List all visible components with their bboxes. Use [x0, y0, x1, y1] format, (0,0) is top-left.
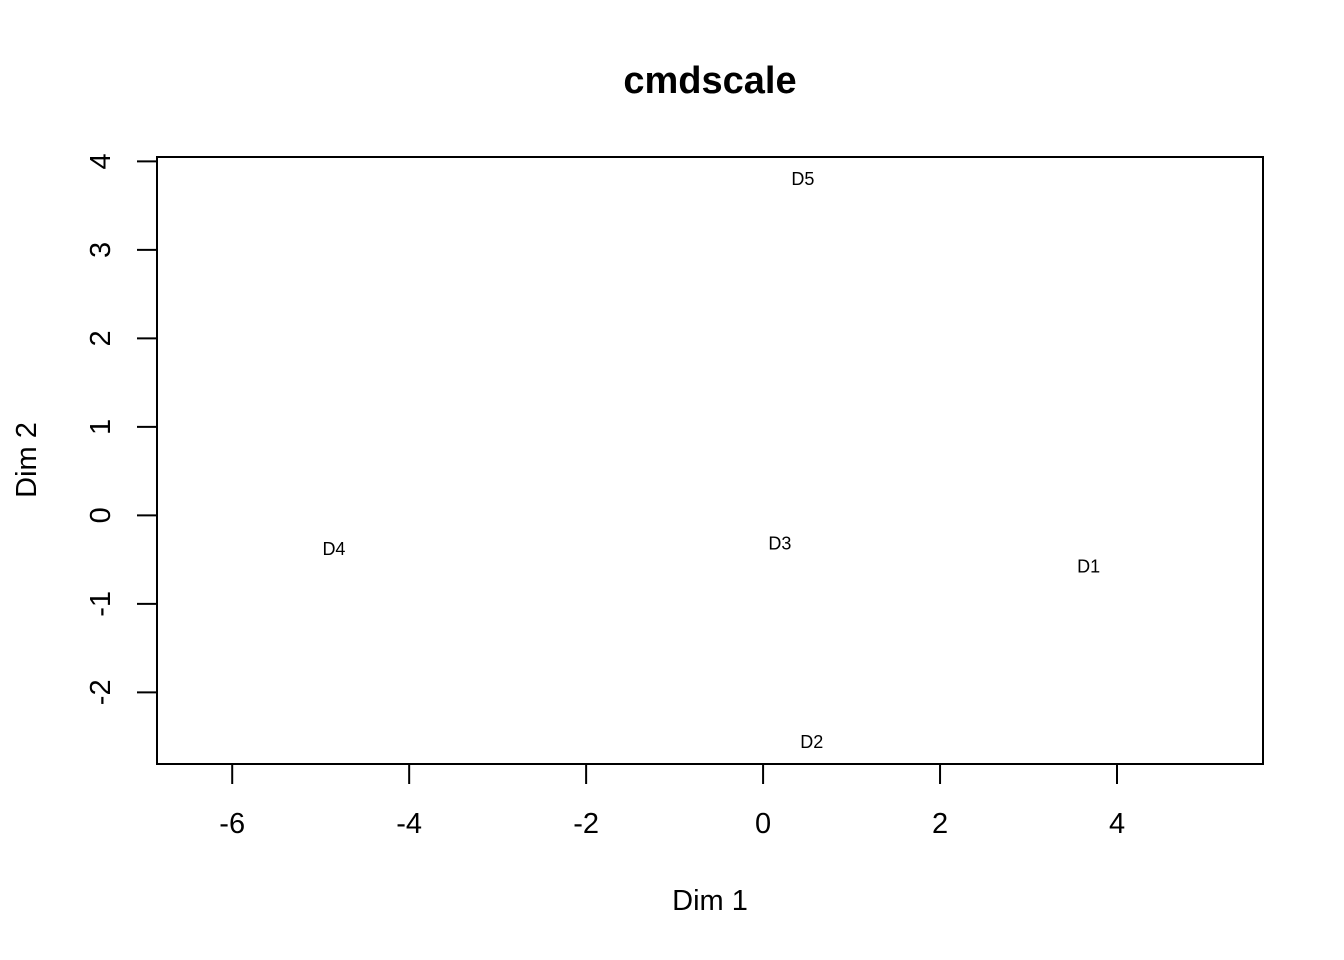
point-label-d3: D3	[768, 534, 791, 554]
point-label-d1: D1	[1077, 557, 1100, 577]
point-labels: D1 D2 D3 D4 D5	[322, 169, 1100, 752]
point-label-d4: D4	[322, 539, 345, 559]
y-tick-label: -1	[85, 591, 117, 617]
y-tick-label: -2	[85, 679, 117, 705]
x-tick-label: -2	[573, 808, 599, 840]
point-label-d5: D5	[791, 169, 814, 189]
x-tick-label: 4	[1109, 808, 1125, 840]
chart-title: cmdscale	[623, 60, 796, 102]
x-axis: -6 -4 -2 0 2 4	[219, 763, 1125, 840]
y-tick-label: 3	[85, 242, 117, 258]
x-tick-label: -6	[219, 808, 245, 840]
y-tick-label: 4	[85, 153, 117, 169]
x-tick-label: -4	[396, 808, 422, 840]
y-tick-label: 2	[85, 330, 117, 346]
x-tick-label: 0	[755, 808, 771, 840]
y-tick-label: 1	[85, 419, 117, 435]
y-axis: -2 -1 0 1 2 3 4	[85, 153, 158, 705]
point-label-d2: D2	[800, 732, 823, 752]
y-tick-label: 0	[85, 507, 117, 523]
y-axis-label: Dim 2	[11, 422, 43, 498]
x-axis-label: Dim 1	[672, 885, 748, 917]
plot-frame	[156, 156, 1264, 765]
x-tick-label: 2	[932, 808, 948, 840]
